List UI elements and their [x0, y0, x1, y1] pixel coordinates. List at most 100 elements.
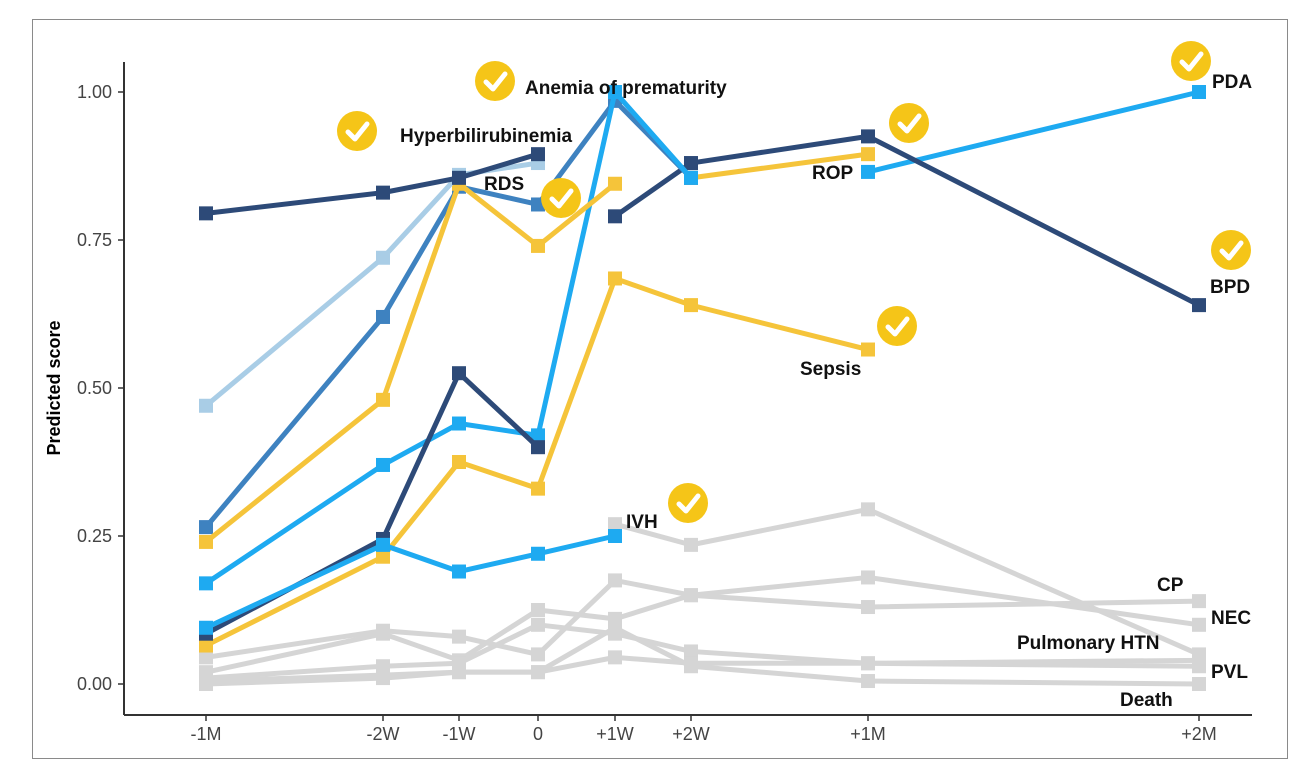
data-point [376, 537, 390, 552]
data-point [452, 665, 466, 680]
checkmark-badge [1211, 230, 1251, 270]
data-point [452, 366, 466, 381]
series-line [204, 160, 539, 408]
checkmark-icon [1171, 41, 1211, 81]
checkmark-badge [1171, 41, 1211, 81]
series-rds [199, 176, 622, 549]
checkmark-badge [475, 61, 515, 101]
data-point [376, 549, 390, 564]
checkmark-tick [885, 316, 910, 337]
data-point [199, 638, 213, 653]
data-point [684, 588, 698, 603]
data-point [684, 156, 698, 171]
data-point [684, 659, 698, 674]
series-line [205, 625, 1200, 687]
data-point [608, 620, 622, 635]
data-point [861, 570, 875, 585]
data-point [608, 271, 622, 286]
data-point [608, 176, 622, 191]
checkmark-tick [1179, 51, 1204, 72]
checkmark-icon [889, 103, 929, 143]
data-point [531, 238, 545, 253]
data-point [608, 573, 622, 588]
series-label: IVH [626, 512, 658, 533]
data-point [861, 502, 875, 517]
data-point [452, 564, 466, 579]
data-point [531, 603, 545, 617]
data-point [199, 398, 213, 413]
series-line [205, 574, 1200, 675]
checkmark-icon [1211, 230, 1251, 270]
series-hyperbilirubinemia [199, 93, 698, 535]
series-line [204, 98, 693, 529]
data-point [452, 455, 466, 469]
series-line [690, 151, 869, 181]
x-tick-label: +2W [672, 724, 710, 744]
series-label: Death [1120, 690, 1173, 711]
data-point [1192, 677, 1206, 691]
data-point [861, 147, 875, 162]
series-label: Sepsis [800, 359, 861, 380]
series-label: ROP [812, 163, 854, 184]
checkmark-tick [549, 188, 574, 209]
data-point [199, 534, 213, 549]
series-line [867, 89, 1200, 175]
data-point [376, 626, 390, 641]
data-point [861, 674, 875, 689]
series-sepsis [199, 271, 875, 653]
series-line [205, 151, 539, 216]
x-tick-label: -1W [443, 724, 476, 744]
x-tick-label: +2M [1181, 724, 1217, 744]
series-label: PDA [1212, 72, 1252, 93]
data-point [199, 620, 213, 635]
checkmark-badge [889, 103, 929, 143]
series-line [204, 89, 693, 586]
data-point [531, 546, 545, 561]
y-tick-label: 0.00 [77, 674, 112, 694]
series-label: NEC [1211, 608, 1251, 629]
data-point [199, 520, 213, 535]
series-line [613, 133, 1201, 308]
y-tick-label: 0.75 [77, 230, 112, 250]
checkmark-badge [668, 483, 708, 523]
data-point [376, 185, 390, 200]
data-point [684, 537, 698, 552]
series-label: Anemia of prematurity [525, 78, 727, 99]
data-point [861, 342, 875, 357]
checkmark-icon [541, 178, 581, 218]
data-point [1192, 617, 1206, 632]
x-tick-label: 0 [533, 724, 543, 744]
chart-frame [32, 19, 1288, 759]
y-tick-label: 0.50 [77, 378, 112, 398]
data-point [376, 309, 390, 324]
data-point [684, 170, 698, 185]
y-axis-title: Predicted score [44, 320, 64, 455]
series-anemia-of-prematurity [199, 85, 698, 591]
checkmark-icon [877, 306, 917, 346]
data-point [531, 481, 545, 496]
series-pda [861, 85, 1206, 179]
series-label: PVL [1211, 662, 1248, 683]
data-point [861, 129, 875, 144]
series-bpd [608, 129, 1206, 313]
series-label: BPD [1210, 277, 1250, 298]
data-point [861, 656, 875, 671]
x-tick-label: +1W [596, 724, 634, 744]
data-point [531, 647, 545, 662]
checkmark-tick [345, 121, 370, 142]
data-point [861, 164, 875, 179]
checkmark-tick [1219, 240, 1244, 261]
checkmark-icon [337, 111, 377, 151]
data-point [531, 617, 545, 632]
data-point [684, 298, 698, 313]
data-point [531, 440, 545, 455]
data-point [199, 206, 213, 221]
data-point [608, 517, 622, 532]
checkmark-tick [897, 113, 922, 134]
series-line [614, 506, 1201, 657]
series-line [205, 577, 1200, 660]
data-point [1192, 85, 1206, 99]
data-point [1192, 659, 1206, 674]
data-point [608, 650, 622, 665]
data-point [684, 644, 698, 659]
